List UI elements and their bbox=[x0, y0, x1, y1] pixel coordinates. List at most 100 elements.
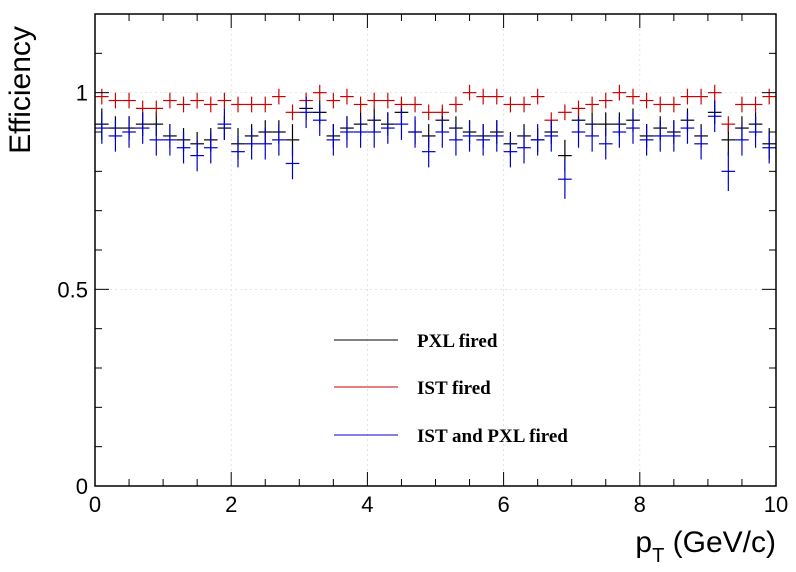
data-point bbox=[353, 116, 368, 148]
data-series bbox=[95, 84, 776, 199]
data-point bbox=[326, 92, 341, 109]
data-point bbox=[244, 128, 259, 160]
data-point bbox=[571, 100, 586, 117]
data-point bbox=[258, 128, 273, 160]
data-point bbox=[95, 88, 109, 105]
data-point bbox=[626, 112, 640, 144]
data-point bbox=[489, 120, 504, 152]
data-point bbox=[667, 96, 681, 113]
data-point bbox=[367, 116, 382, 148]
data-point bbox=[462, 120, 477, 152]
data-point bbox=[299, 96, 313, 129]
data-point bbox=[571, 116, 586, 148]
series-ist-fired bbox=[95, 84, 776, 132]
data-point bbox=[272, 88, 286, 105]
legend: PXL fired IST fired IST and PXL fired bbox=[334, 331, 568, 447]
data-point bbox=[707, 100, 722, 132]
data-point bbox=[135, 112, 150, 144]
data-point bbox=[517, 96, 531, 113]
x-tick-label: 10 bbox=[764, 492, 788, 517]
y-axis-title: Efficiency bbox=[4, 26, 37, 154]
data-point bbox=[258, 96, 273, 113]
data-point bbox=[353, 96, 368, 113]
data-point bbox=[449, 124, 463, 156]
data-point bbox=[530, 124, 545, 156]
data-point bbox=[489, 88, 504, 105]
x-tick-label: 4 bbox=[361, 492, 373, 517]
data-point bbox=[95, 112, 109, 144]
data-point bbox=[680, 88, 695, 105]
data-point bbox=[530, 88, 545, 105]
data-point bbox=[626, 88, 640, 105]
data-point bbox=[721, 151, 736, 191]
data-point bbox=[598, 128, 613, 160]
data-point bbox=[462, 84, 477, 101]
data-point bbox=[381, 92, 395, 109]
data-point bbox=[762, 88, 776, 105]
data-point bbox=[149, 124, 164, 156]
data-point bbox=[108, 120, 123, 152]
data-point bbox=[231, 135, 245, 168]
data-point bbox=[326, 124, 341, 156]
x-tick-label: 2 bbox=[225, 492, 237, 517]
data-point bbox=[558, 104, 572, 121]
data-point bbox=[381, 112, 395, 144]
data-point bbox=[544, 120, 559, 152]
data-point bbox=[285, 147, 300, 180]
legend-entry-pxl: PXL fired bbox=[334, 331, 498, 352]
data-point bbox=[598, 92, 613, 109]
data-point bbox=[203, 96, 218, 113]
data-point bbox=[108, 92, 123, 109]
legend-entry-ist: IST fired bbox=[334, 378, 491, 399]
data-point bbox=[503, 135, 518, 168]
data-point bbox=[394, 108, 409, 140]
x-tick-label: 0 bbox=[89, 492, 101, 517]
data-point bbox=[272, 124, 286, 156]
data-point bbox=[340, 116, 354, 148]
data-point bbox=[231, 96, 245, 113]
data-point bbox=[585, 96, 599, 113]
data-point bbox=[476, 124, 490, 156]
x-tick-label: 8 bbox=[634, 492, 646, 517]
legend-label-ist: IST fired bbox=[417, 378, 491, 399]
data-point bbox=[190, 139, 204, 172]
data-point bbox=[748, 116, 763, 148]
data-point bbox=[680, 112, 695, 144]
data-point bbox=[367, 92, 382, 109]
data-point bbox=[639, 124, 654, 156]
data-point bbox=[517, 132, 531, 164]
x-axis-title-unit: (GeV/c) bbox=[664, 526, 776, 559]
data-point bbox=[653, 120, 668, 152]
data-point bbox=[585, 120, 599, 152]
data-point bbox=[217, 92, 232, 109]
x-axis-title-main: p bbox=[635, 526, 652, 559]
data-point bbox=[163, 92, 177, 109]
data-point bbox=[694, 128, 708, 160]
data-point bbox=[558, 159, 572, 199]
data-point bbox=[340, 88, 354, 105]
x-tick-label: 6 bbox=[497, 492, 509, 517]
data-point bbox=[435, 116, 450, 148]
data-point bbox=[735, 124, 749, 156]
data-point bbox=[449, 96, 463, 113]
series-ist-and-pxl-fired bbox=[95, 96, 776, 199]
data-point bbox=[667, 120, 681, 152]
axis-ticks bbox=[94, 13, 777, 487]
data-point bbox=[149, 100, 164, 117]
y-tick-label: 1 bbox=[76, 81, 88, 106]
x-axis-title-subscript: T bbox=[652, 545, 664, 567]
data-point bbox=[748, 96, 763, 113]
data-point bbox=[122, 92, 136, 109]
data-point bbox=[612, 84, 627, 101]
data-point bbox=[163, 124, 177, 156]
data-point bbox=[244, 96, 259, 113]
data-point bbox=[762, 132, 776, 164]
data-point bbox=[285, 104, 300, 121]
legend-label-pxl: PXL fired bbox=[417, 331, 498, 352]
data-point bbox=[217, 108, 232, 140]
data-point bbox=[190, 92, 204, 109]
data-point bbox=[312, 104, 327, 136]
x-axis-title: pT (GeV/c) bbox=[635, 526, 776, 567]
data-point bbox=[122, 116, 136, 148]
